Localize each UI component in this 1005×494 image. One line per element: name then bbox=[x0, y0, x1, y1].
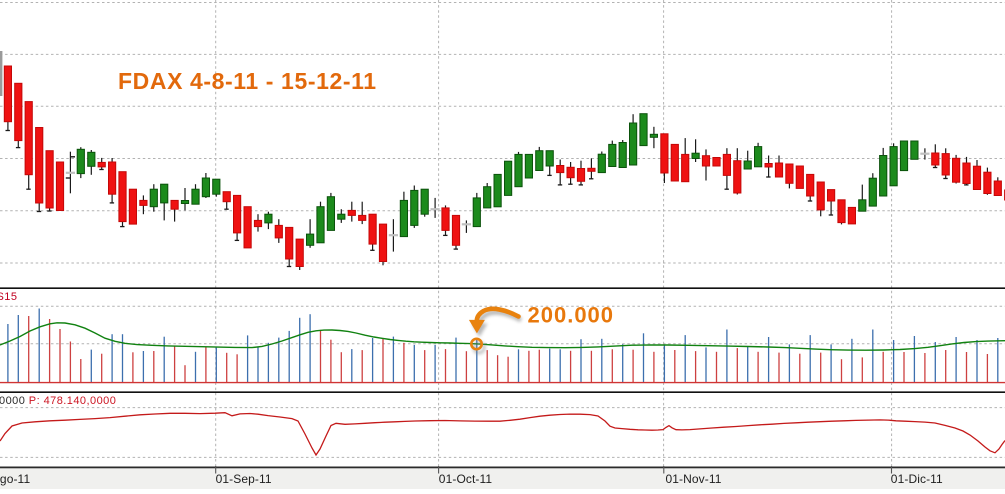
svg-text:FDAX 4-8-11 - 15-12-11: FDAX 4-8-11 - 15-12-11 bbox=[118, 68, 377, 94]
svg-text:Ago-11: Ago-11 bbox=[0, 472, 30, 486]
svg-text:01-Oct-11: 01-Oct-11 bbox=[439, 472, 493, 486]
svg-text:0000 P: 478.140,0000: 0000 P: 478.140,0000 bbox=[0, 395, 116, 407]
svg-text:01-Nov-11: 01-Nov-11 bbox=[666, 472, 722, 486]
svg-text:200.000: 200.000 bbox=[528, 303, 615, 328]
svg-text:01-Sep-11: 01-Sep-11 bbox=[216, 472, 272, 486]
svg-text:S15: S15 bbox=[0, 291, 17, 303]
svg-text:01-Dic-11: 01-Dic-11 bbox=[891, 472, 943, 486]
